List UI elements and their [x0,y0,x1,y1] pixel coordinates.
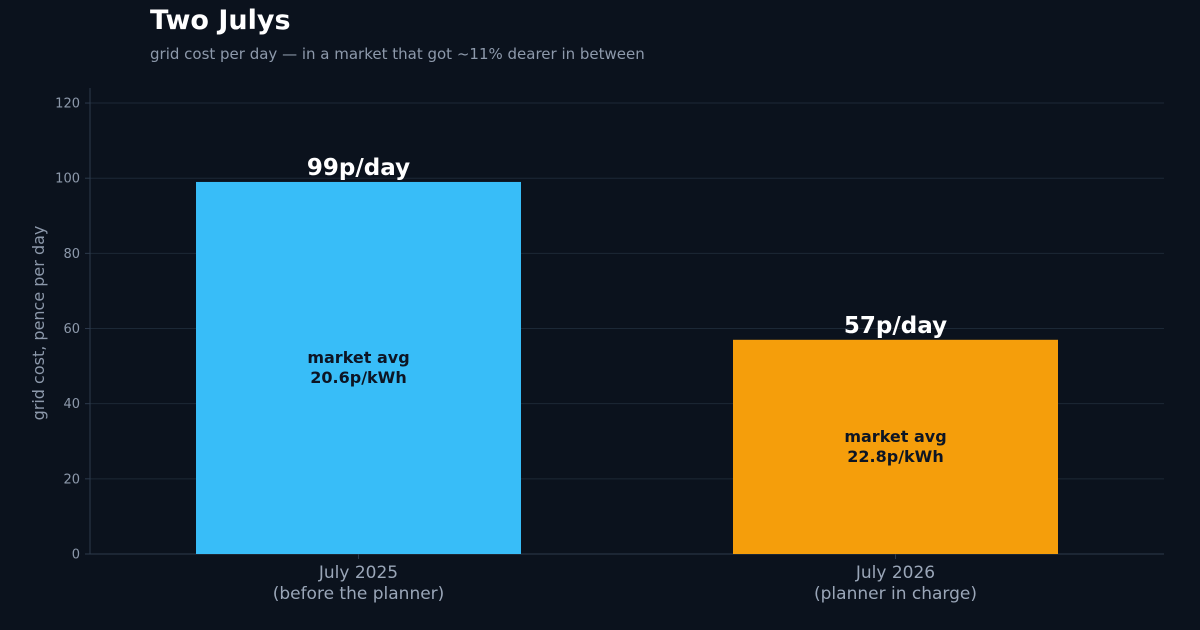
y-tick-label: 40 [63,397,80,412]
y-axis-label: grid cost, pence per day [29,226,48,421]
bar-value-label: 99p/day [307,155,410,181]
bar-annotation-line: 22.8p/kWh [847,447,943,466]
x-tick-label: July 2026 [855,563,935,583]
bar-value-label: 57p/day [844,313,947,339]
y-tick-label: 100 [55,172,80,187]
x-tick-label: (planner in charge) [814,584,977,604]
y-tick-label: 80 [63,247,80,262]
labels: 0 20 40 60 80 100 120 grid cost, pence per day 9… [29,97,977,604]
y-tick-label: 20 [63,472,80,487]
bar [733,339,1058,554]
bar [196,181,521,555]
bar-annotation-line: market avg [844,427,946,446]
bars [196,181,1058,555]
y-tick-label: 60 [63,322,80,337]
chart-title: Two Julys [150,5,291,36]
bar-annotation-line: market avg [307,348,409,367]
x-tick-label: July 2025 [318,563,398,583]
y-tick-label: 0 [72,548,80,563]
chart-subtitle: grid cost per day — in a market that got… [150,45,645,63]
x-tick-label: (before the planner) [273,584,445,604]
bar-annotation-line: 20.6p/kWh [310,368,406,387]
y-tick-label: 120 [55,97,80,112]
